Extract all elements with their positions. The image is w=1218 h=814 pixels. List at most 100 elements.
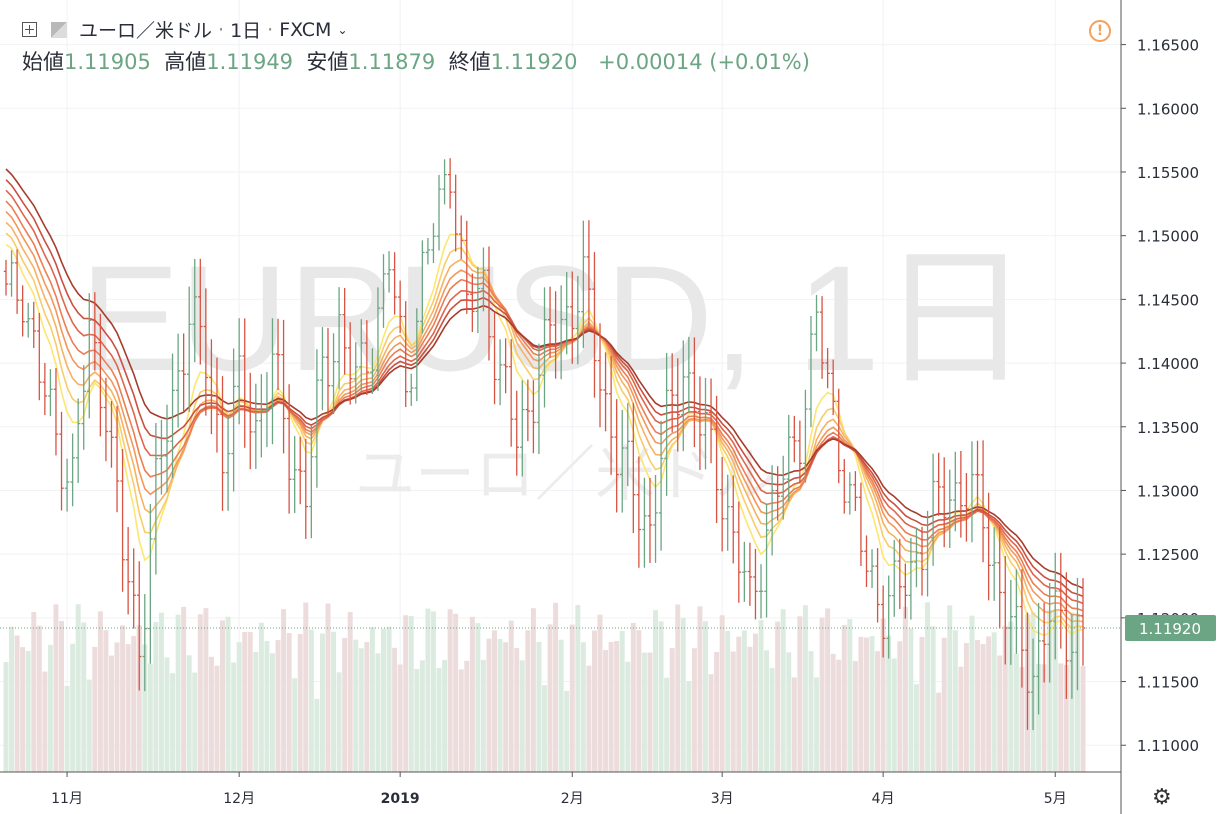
ohlc-bar	[26, 302, 31, 338]
volume-bar	[436, 667, 442, 772]
ohlc-bar	[597, 323, 603, 428]
volume-bar	[480, 659, 486, 772]
ohlc-bar	[53, 368, 59, 456]
volume-bar	[236, 642, 242, 772]
ohlc-bar	[336, 287, 342, 390]
ohlc-bar	[470, 273, 475, 333]
volume-bars	[3, 602, 1086, 772]
volume-bar	[225, 616, 231, 772]
ohlc-bar	[1058, 552, 1063, 649]
volume-bar	[469, 616, 475, 772]
price-tick-label: 1.16500	[1137, 37, 1199, 55]
ohlc-bar	[114, 405, 120, 513]
volume-bar	[1002, 626, 1008, 772]
ohlc-bar	[98, 313, 103, 437]
volume-bar	[125, 644, 131, 772]
volume-bar	[1041, 664, 1047, 772]
volume-bar	[530, 608, 536, 772]
ohlc-bar	[248, 372, 253, 470]
volume-bar	[625, 661, 631, 772]
volume-bar	[786, 652, 792, 772]
volume-bar	[164, 657, 170, 772]
ohlc-bar	[892, 539, 897, 617]
ohlc-bar	[9, 250, 14, 297]
ohlc-bar	[1053, 552, 1058, 660]
separator: ·	[267, 18, 274, 41]
add-symbol-icon[interactable]	[22, 22, 37, 37]
volume-bar	[658, 621, 664, 772]
ohlc-bar	[808, 316, 814, 428]
ohlc-bar	[37, 312, 42, 401]
ohlc-bar	[514, 390, 519, 476]
volume-bar	[231, 662, 237, 772]
ohlc-bar	[964, 473, 969, 542]
ohlc-bar	[753, 548, 758, 620]
volume-bar	[575, 604, 581, 772]
gear-icon[interactable]: ⚙	[1152, 785, 1172, 810]
time-axis-bg	[0, 772, 1121, 814]
volume-bar	[814, 677, 820, 772]
open-label: 始値	[22, 50, 64, 74]
volume-bar	[358, 648, 364, 772]
ohlc-bar	[958, 451, 964, 538]
chevron-down-icon[interactable]: ⌄	[337, 22, 348, 37]
warning-icon[interactable]: !	[1089, 20, 1111, 42]
ohlc-bar	[320, 327, 325, 411]
price-tick-label: 1.12500	[1137, 546, 1199, 564]
ohlc-bar	[930, 453, 936, 566]
ohlc-bar	[464, 220, 469, 314]
ohlc-bar	[153, 423, 159, 575]
ohlc-bar	[1014, 569, 1019, 654]
ohlc-bar	[675, 358, 680, 452]
volume-bar	[336, 672, 342, 772]
volume-bar	[508, 620, 514, 772]
volume-bar	[36, 625, 42, 772]
ohlc-bar	[708, 378, 714, 464]
volume-bar	[1058, 663, 1064, 772]
ohlc-bar	[475, 266, 481, 334]
ohlc-bar	[564, 271, 569, 355]
ohlc-bar	[309, 425, 314, 539]
volume-bar	[580, 642, 586, 772]
volume-bar	[802, 605, 808, 772]
volume-bar	[619, 630, 625, 772]
volume-bar	[430, 611, 436, 772]
volume-bar	[1036, 663, 1042, 772]
exchange-label[interactable]: FXCM	[279, 18, 332, 41]
volume-bar	[875, 651, 881, 772]
ohlc-bar	[653, 474, 658, 563]
volume-bar	[364, 642, 370, 772]
open-value: 1.11905	[64, 50, 151, 74]
volume-bar	[303, 602, 309, 772]
ohlc-bar	[842, 459, 847, 514]
volume-bar	[553, 602, 559, 772]
volume-bar	[342, 637, 348, 772]
price-tick-label: 1.14500	[1137, 291, 1199, 309]
symbol-name[interactable]: ユーロ／米ドル	[79, 20, 213, 42]
ohlc-bar	[542, 287, 547, 408]
volume-bar	[1008, 621, 1014, 772]
volume-bar	[808, 651, 814, 772]
volume-bar	[170, 673, 176, 772]
volume-bar	[864, 637, 869, 772]
volume-bar	[858, 636, 864, 772]
ohlc-bar	[214, 357, 220, 453]
price-tick-label: 1.15000	[1137, 228, 1199, 246]
ohlc-bar	[220, 376, 225, 511]
ohlc-bar	[192, 258, 197, 363]
ohlc-bar	[364, 320, 370, 395]
volume-bar	[192, 672, 198, 772]
ohlc-bar	[781, 455, 786, 520]
ohlc-bar	[81, 365, 86, 450]
ohlc-bar	[786, 414, 791, 502]
ohlc-bar	[431, 223, 436, 264]
interval-label[interactable]: 1日	[230, 20, 262, 42]
close-label: 終値	[448, 50, 491, 74]
volume-bar	[725, 630, 731, 772]
ohlc-bar	[181, 333, 186, 412]
ohlc-bar	[292, 436, 297, 513]
ohlc-bar	[392, 252, 397, 315]
volume-bar	[75, 604, 81, 772]
volume-bar	[53, 604, 59, 772]
